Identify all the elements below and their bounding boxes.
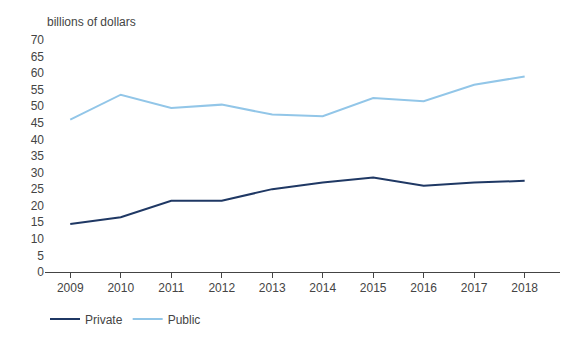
svg-text:15: 15 [31, 215, 45, 229]
svg-text:50: 50 [31, 99, 45, 113]
svg-text:2016: 2016 [410, 281, 437, 295]
svg-text:2009: 2009 [57, 281, 84, 295]
svg-text:0: 0 [37, 265, 44, 279]
svg-text:60: 60 [31, 66, 45, 80]
svg-text:billions of dollars: billions of dollars [47, 15, 136, 29]
svg-text:40: 40 [31, 133, 45, 147]
svg-text:55: 55 [31, 83, 45, 97]
svg-text:20: 20 [31, 199, 45, 213]
svg-text:2013: 2013 [259, 281, 286, 295]
svg-text:Public: Public [168, 313, 201, 327]
svg-text:2011: 2011 [158, 281, 184, 295]
svg-text:65: 65 [31, 50, 45, 64]
svg-text:2018: 2018 [511, 281, 538, 295]
svg-text:10: 10 [31, 232, 45, 246]
svg-text:2012: 2012 [208, 281, 235, 295]
svg-text:45: 45 [31, 116, 45, 130]
svg-text:2010: 2010 [107, 281, 134, 295]
svg-text:30: 30 [31, 166, 45, 180]
svg-text:2014: 2014 [309, 281, 336, 295]
svg-text:5: 5 [37, 249, 44, 263]
svg-text:70: 70 [31, 33, 45, 47]
svg-text:25: 25 [31, 182, 45, 196]
svg-text:35: 35 [31, 149, 45, 163]
svg-text:Private: Private [85, 313, 123, 327]
svg-text:2017: 2017 [461, 281, 488, 295]
svg-text:2015: 2015 [360, 281, 387, 295]
